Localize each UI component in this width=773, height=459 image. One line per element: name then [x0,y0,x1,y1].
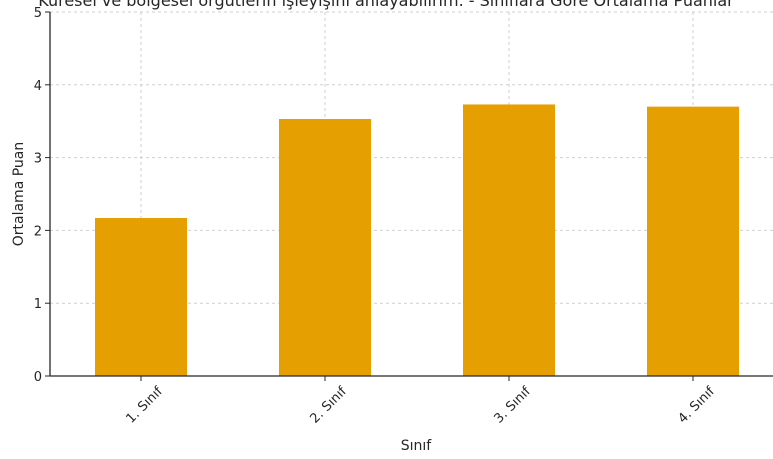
bar [279,119,371,377]
x-ticks: 1. Sınıf 2. Sınıf 3. Sınıf 4. Sınıf [124,376,719,427]
bar [95,218,187,376]
axes [49,12,773,377]
y-tick-label: 5 [34,6,42,21]
y-tick-label: 0 [34,370,42,385]
x-tick-label: 3. Sınıf [492,384,535,427]
y-tick-label: 2 [34,224,42,239]
bars [95,104,739,377]
y-axis-label: Ortalama Puan [11,142,27,247]
x-tick-label: 2. Sınıf [308,384,351,427]
bar [463,104,555,377]
y-tick-label: 1 [34,297,42,312]
x-axis-label: Sınıf [401,438,433,454]
y-tick-label: 4 [34,79,42,94]
x-tick-label: 4. Sınıf [676,384,719,427]
bar [647,106,739,376]
chart-title: Küresel ve bölgesel örgütlerin işleyişin… [38,0,734,10]
y-tick-label: 3 [34,152,42,167]
x-tick-label: 1. Sınıf [124,384,167,427]
y-ticks: 0 1 2 3 4 5 [34,6,50,385]
